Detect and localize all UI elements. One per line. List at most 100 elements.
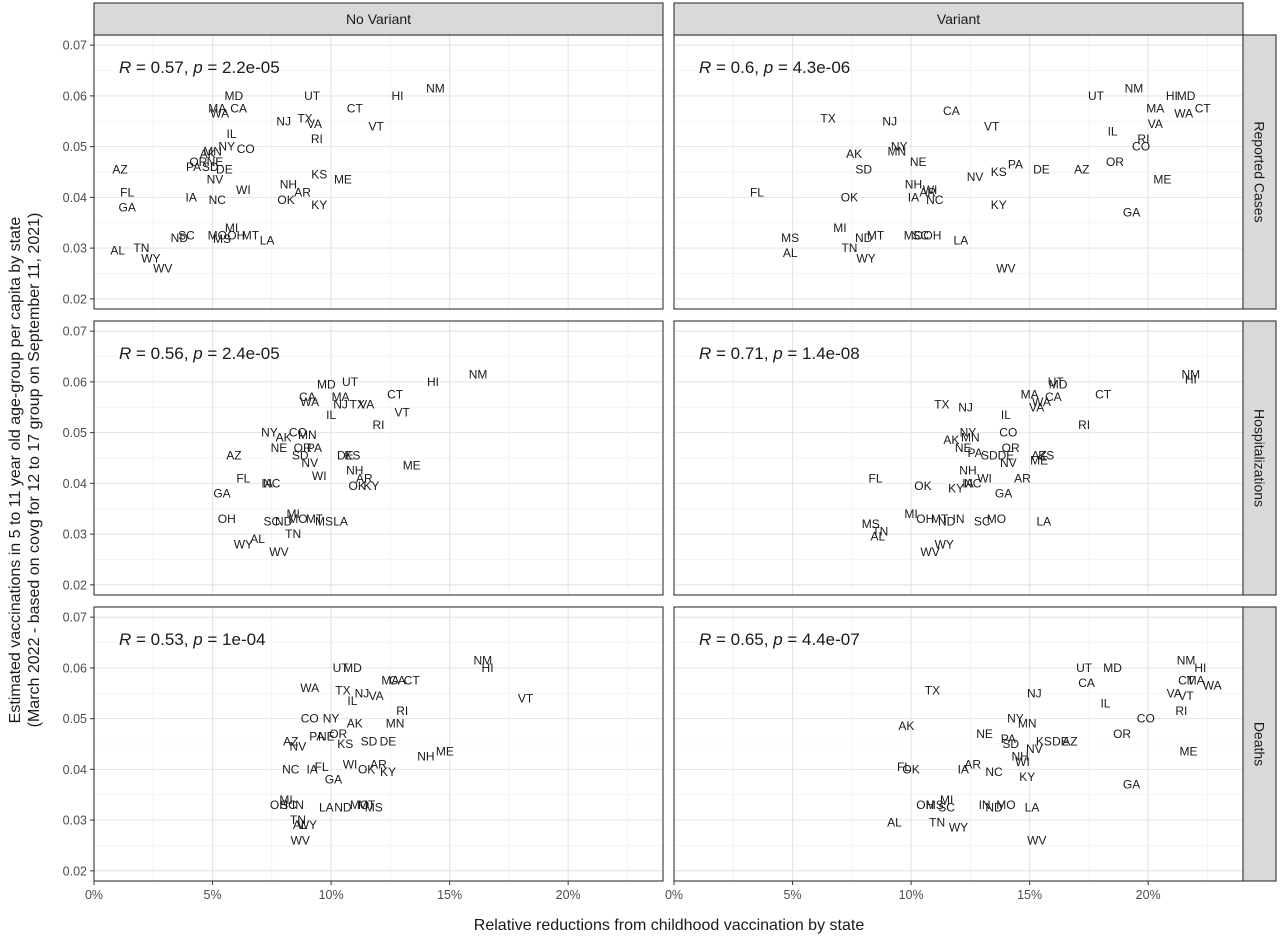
annotation-r-label: R (119, 58, 131, 77)
annotation-p-eq: = (783, 630, 802, 649)
x-tick-label: 5% (784, 888, 802, 902)
correlation-annotation: R = 0.57, p = 2.2e-05 (119, 58, 280, 77)
state-label-pa: PA (1008, 157, 1023, 171)
state-label-ms: MS (213, 232, 231, 246)
state-label-in: IN (979, 798, 991, 812)
state-label-va: VA (1167, 686, 1182, 700)
y-tick-label: 0.02 (63, 864, 87, 878)
state-label-ma: MA (1021, 388, 1039, 402)
strip-label: No Variant (346, 11, 411, 27)
state-label-ak: AK (200, 147, 216, 161)
state-label-ri: RI (311, 132, 323, 146)
state-label-nh: NH (959, 464, 976, 478)
state-label-az: AZ (1062, 734, 1077, 748)
state-label-ct: CT (404, 674, 421, 688)
state-label-wa: WA (1174, 107, 1193, 121)
state-label-me: ME (403, 459, 421, 473)
state-label-co: CO (237, 142, 255, 156)
annotation-r-sep: , (184, 58, 193, 77)
state-label-ne: NE (910, 155, 927, 169)
state-label-ga: GA (1123, 206, 1140, 220)
state-label-nm: NM (1125, 81, 1144, 95)
state-label-ri: RI (396, 704, 408, 718)
state-label-co: CO (1137, 712, 1155, 726)
state-label-ut: UT (333, 661, 350, 675)
y-tick-label: 0.03 (63, 242, 87, 256)
y-tick-label: 0.06 (63, 89, 87, 103)
annotation-p-value: 1.4e-08 (802, 344, 860, 363)
state-label-az: AZ (283, 734, 298, 748)
strip-variant: Variant (673, 2, 1244, 36)
state-label-nj: NJ (882, 114, 897, 128)
state-label-wv: WV (291, 833, 310, 847)
y-tick-label: 0.04 (63, 477, 87, 491)
panel-grid (673, 607, 1243, 881)
state-label-in: IN (292, 798, 304, 812)
state-label-mo: MO (350, 798, 369, 812)
strip-reported-cases: Reported Cases (1242, 34, 1277, 310)
state-label-me: ME (1179, 745, 1197, 759)
annotation-r-eq: = (711, 630, 730, 649)
annotation-p-value: 1e-04 (222, 630, 265, 649)
state-label-ar: AR (356, 471, 373, 485)
annotation-p-label: p (192, 344, 202, 363)
state-label-nj: NJ (1027, 686, 1042, 700)
state-label-nc: NC (985, 765, 1003, 779)
state-label-vt: VT (518, 691, 534, 705)
y-tick-label: 0.07 (63, 611, 87, 625)
state-label-wa: WA (1032, 395, 1051, 409)
state-label-me: ME (1030, 454, 1048, 468)
x-tick-label: 0% (665, 888, 683, 902)
state-label-tn: TN (285, 527, 301, 541)
state-label-ky: KY (363, 479, 379, 493)
state-label-mi: MI (225, 221, 238, 235)
state-label-nj: NJ (958, 400, 973, 414)
correlation-annotation: R = 0.53, p = 1e-04 (119, 630, 266, 649)
state-label-ky: KY (380, 765, 396, 779)
state-label-hi: HI (1185, 372, 1197, 386)
y-tick-label: 0.05 (63, 426, 87, 440)
state-label-wy: WY (234, 537, 253, 551)
state-label-al: AL (293, 818, 308, 832)
state-label-nd: ND (938, 514, 956, 528)
state-label-nv: NV (290, 740, 307, 754)
state-label-nc: NC (263, 476, 281, 490)
state-label-wy: WY (141, 251, 160, 265)
annotation-r-label: R (699, 58, 711, 77)
state-label-tx: TX (349, 398, 364, 412)
state-label-fl: FL (120, 185, 134, 199)
state-label-nc: NC (964, 476, 982, 490)
axes-layer: 0.02 0.03 0.04 0.05 0.06 0.07 0.02 0.03 0.04 0.05… (63, 39, 1161, 902)
state-label-ne: NE (207, 155, 224, 169)
x-tick-label: 10% (319, 888, 344, 902)
x-axis-title: Relative reductions from childhood vacci… (474, 917, 865, 934)
state-label-me: ME (1153, 173, 1171, 187)
annotation-r-value: 0.6 (731, 58, 755, 77)
state-label-ks: KS (311, 168, 327, 182)
annotation-r-label: R (699, 344, 711, 363)
state-label-nv: NV (301, 456, 318, 470)
annotation-r-sep: , (184, 344, 193, 363)
state-label-nh: NH (417, 750, 434, 764)
state-label-ms: MS (926, 798, 944, 812)
state-label-ga: GA (1123, 778, 1140, 792)
state-label-tx: TX (820, 112, 835, 126)
strip-background (673, 2, 1244, 36)
state-label-tn: TN (929, 816, 945, 830)
state-label-ky: KY (1019, 770, 1035, 784)
state-label-ak: AK (347, 717, 363, 731)
state-label-sd: SD (361, 734, 378, 748)
state-label-mt: MT (306, 512, 324, 526)
x-tick-label: 5% (204, 888, 222, 902)
state-label-wi: WI (977, 471, 992, 485)
state-label-ga: GA (119, 201, 136, 215)
y-tick-label: 0.06 (63, 375, 87, 389)
state-label-ca: CA (1045, 390, 1062, 404)
state-label-ny: NY (891, 140, 908, 154)
state-label-ma: MA (208, 102, 226, 116)
state-label-fl: FL (315, 760, 329, 774)
state-label-ma: MA (332, 390, 350, 404)
